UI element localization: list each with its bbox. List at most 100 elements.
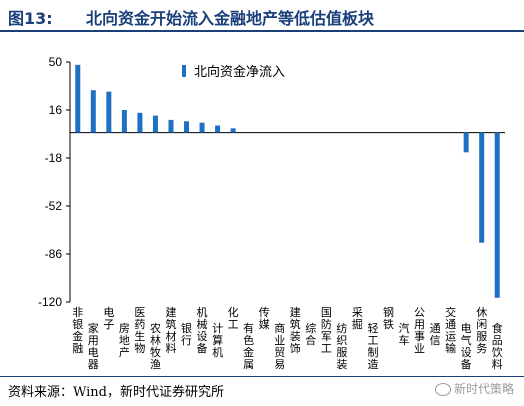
x-tick-label-轻工制造-2: 制 [367,346,378,359]
x-tick-label-农林牧渔-1: 林 [150,333,161,347]
x-tick-label-建筑材料-3: 料 [165,341,176,355]
x-tick-label-有色金属-2: 金 [243,345,254,359]
x-tick-label-传媒-0: 传 [259,306,270,319]
x-tick-label-通信-0: 通 [430,322,441,335]
x-tick-label-电气设备-2: 设 [461,346,472,359]
x-tick-label-建筑装饰-0: 建 [290,305,301,319]
x-tick-label-建筑材料-1: 筑 [165,317,176,331]
x-tick-label-公用事业-1: 用 [414,318,425,331]
x-tick-label-机械设备-1: 械 [197,317,208,331]
x-tick-label-建筑材料-0: 建 [165,305,176,319]
x-tick-label-计算机-1: 算 [212,333,223,347]
x-tick-label-建筑材料-2: 材 [165,329,176,343]
x-tick-label-医药生物-2: 生 [134,329,145,343]
x-tick-label-纺织服装-3: 装 [336,358,347,371]
figure-title: 北向资金开始流入金融地产等低估值板块 [86,9,375,28]
x-tick-label-医药生物-1: 药 [134,318,145,331]
y-tick-label: -18 [45,151,63,165]
x-tick-label-房地产-0: 房 [119,322,130,335]
x-tick-label-钢铁-1: 铁 [383,318,394,331]
x-tick-label-休闲服务-1: 闲 [476,317,487,331]
x-tick-label-医药生物-0: 医 [134,306,145,319]
x-tick-label-非银金融-2: 金 [72,329,83,343]
x-tick-label-食品饮料-2: 饮 [492,346,503,359]
x-tick-label-汽车-0: 汽 [399,321,410,335]
x-tick-label-商业贸易-1: 业 [274,334,285,347]
bar-非银金融 [75,64,81,133]
x-tick-label-休闲服务-3: 务 [476,342,487,355]
x-tick-label-休闲服务-2: 服 [476,330,487,343]
x-tick-label-交通运输-3: 输 [445,341,456,355]
x-tick-label-商业贸易-0: 商 [274,321,285,335]
x-tick-label-建筑装饰-1: 筑 [290,317,301,331]
x-tick-label-非银金融-3: 融 [72,342,83,355]
x-tick-label-公用事业-2: 事 [414,330,425,343]
bar-食品饮料 [494,132,500,298]
x-tick-label-钢铁-0: 钢 [383,306,394,319]
bar-休闲服务 [479,132,485,243]
y-tick-label: -120 [38,295,62,309]
footer-rule [0,376,524,377]
x-tick-label-汽车-1: 车 [399,333,410,347]
x-tick-label-机械设备-2: 设 [197,330,208,343]
x-tick-label-建筑装饰-2: 装 [290,330,301,343]
bar-农林牧渔 [152,115,158,133]
bar-机械设备 [199,122,205,133]
bar-建筑材料 [168,119,174,133]
x-tick-label-农林牧渔-0: 农 [150,321,161,335]
x-tick-label-国防军工-3: 工 [321,342,332,355]
x-tick-label-综合-1: 合 [305,333,316,347]
x-tick-label-化工-1: 工 [228,318,239,331]
x-tick-label-家用电器-2: 电 [88,346,99,359]
x-tick-label-交通运输-0: 交 [445,305,456,319]
watermark: 新时代策略 [434,380,514,397]
x-tick-label-房地产-2: 产 [119,345,130,359]
x-tick-label-机械设备-3: 备 [197,341,208,355]
x-tick-label-银行-1: 行 [181,334,192,347]
bar-化工 [230,128,236,133]
x-tick-label-电子-0: 电 [103,306,114,319]
x-tick-label-交通运输-2: 运 [445,330,456,343]
x-tick-label-传媒-1: 媒 [259,318,270,331]
wechat-icon [434,383,451,396]
x-tick-label-公用事业-0: 公 [414,306,425,319]
bar-家用电器 [90,90,96,133]
x-tick-label-非银金融-0: 非 [72,306,83,319]
x-tick-label-电气设备-3: 备 [461,357,472,371]
x-tick-label-房地产-1: 地 [119,334,130,347]
x-tick-label-农林牧渔-2: 牧 [150,345,161,359]
x-tick-label-休闲服务-0: 休 [476,306,487,319]
x-tick-label-食品饮料-1: 品 [492,334,503,347]
figure-header: 图13: 北向资金开始流入金融地产等低估值板块 [0,0,524,30]
x-tick-label-家用电器-0: 家 [88,321,99,335]
x-tick-label-食品饮料-3: 料 [492,357,503,371]
x-tick-label-综合-0: 综 [305,321,316,335]
x-tick-label-纺织服装-2: 服 [336,346,347,359]
x-tick-label-建筑装饰-3: 饰 [290,341,301,355]
x-tick-label-有色金属-3: 属 [243,358,254,371]
bar-电子 [106,91,112,133]
x-tick-label-纺织服装-1: 织 [336,334,347,347]
watermark-text: 新时代策略 [453,382,514,396]
x-tick-label-轻工制造-1: 工 [367,334,378,347]
x-tick-label-农林牧渔-3: 渔 [150,358,161,371]
x-tick-label-国防军工-0: 国 [321,306,332,319]
source-note: 资料来源：Wind，新时代证券研究所 [8,385,224,400]
x-tick-label-银行-0: 银 [181,321,192,335]
x-tick-label-医药生物-3: 物 [134,341,145,355]
x-tick-label-电气设备-0: 电 [461,322,472,335]
x-tick-label-轻工制造-0: 轻 [367,321,378,335]
x-tick-label-采掘-1: 掘 [352,317,363,331]
legend-swatch [182,65,186,77]
bar-银行 [184,121,190,133]
x-tick-label-商业贸易-2: 贸 [274,346,285,359]
y-tick-label: 50 [49,55,63,69]
bar-电气设备 [463,132,469,153]
y-tick-label: 16 [49,103,63,117]
x-tick-label-交通运输-1: 通 [445,318,456,331]
x-tick-label-采掘-0: 采 [352,306,363,319]
x-tick-label-食品饮料-0: 食 [492,321,503,335]
bar-计算机 [215,125,221,133]
legend-label: 北向资金净流入 [194,64,285,80]
